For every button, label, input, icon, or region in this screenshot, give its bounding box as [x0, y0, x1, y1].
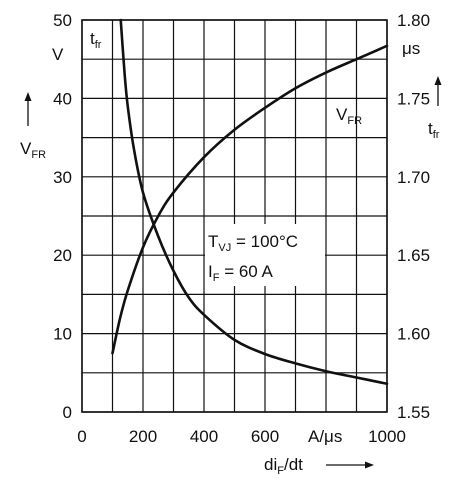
annotation-tvj: TVJ = 100°C [208, 232, 298, 254]
series-layer [111, 18, 389, 386]
right-tick-label: 1.65 [397, 246, 430, 265]
left-tick-label: 10 [53, 325, 72, 344]
x-tick-label: 200 [129, 427, 157, 446]
x-axis-ticks: 0 200 400 600 1000 [77, 427, 406, 446]
series-label-tfr: tfr [90, 29, 102, 51]
left-tick-label: 0 [63, 403, 72, 422]
left-tick-label: 30 [53, 168, 72, 187]
left-axis-arrowhead [24, 92, 32, 101]
left-axis-unit: V [52, 45, 64, 64]
right-axis-unit: μs [402, 39, 420, 58]
series-line-vfr [111, 44, 389, 355]
x-axis-arrowhead [365, 461, 374, 469]
right-tick-label: 1.70 [397, 168, 430, 187]
left-tick-label: 20 [53, 246, 72, 265]
x-tick-label: 600 [251, 427, 279, 446]
series-label-vfr: VFR [336, 105, 362, 127]
left-tick-label: 50 [53, 11, 72, 30]
plot-frame [81, 19, 388, 413]
right-tick-label: 1.55 [397, 403, 430, 422]
left-axis-label: VFR [20, 139, 46, 161]
right-axis-label: tfr [428, 119, 440, 141]
right-tick-label: 1.75 [397, 89, 430, 108]
x-axis-label: diF/dt [264, 455, 303, 477]
x-tick-label: 0 [77, 427, 86, 446]
x-tick-label: 400 [190, 427, 218, 446]
annotation-if: IF = 60 A [208, 262, 274, 284]
right-axis-arrowhead [434, 76, 442, 85]
annotation-background [205, 224, 325, 286]
right-axis-ticks: 1.55 1.60 1.65 1.70 1.75 1.80 [397, 11, 430, 422]
x-tick-label: 1000 [368, 427, 406, 446]
right-tick-label: 1.80 [397, 11, 430, 30]
left-axis-ticks: 0 10 20 30 40 50 [53, 11, 72, 422]
series-line-tfr [119, 18, 389, 386]
x-axis-unit: A/μs [308, 427, 342, 446]
right-tick-label: 1.60 [397, 325, 430, 344]
left-tick-label: 40 [53, 89, 72, 108]
